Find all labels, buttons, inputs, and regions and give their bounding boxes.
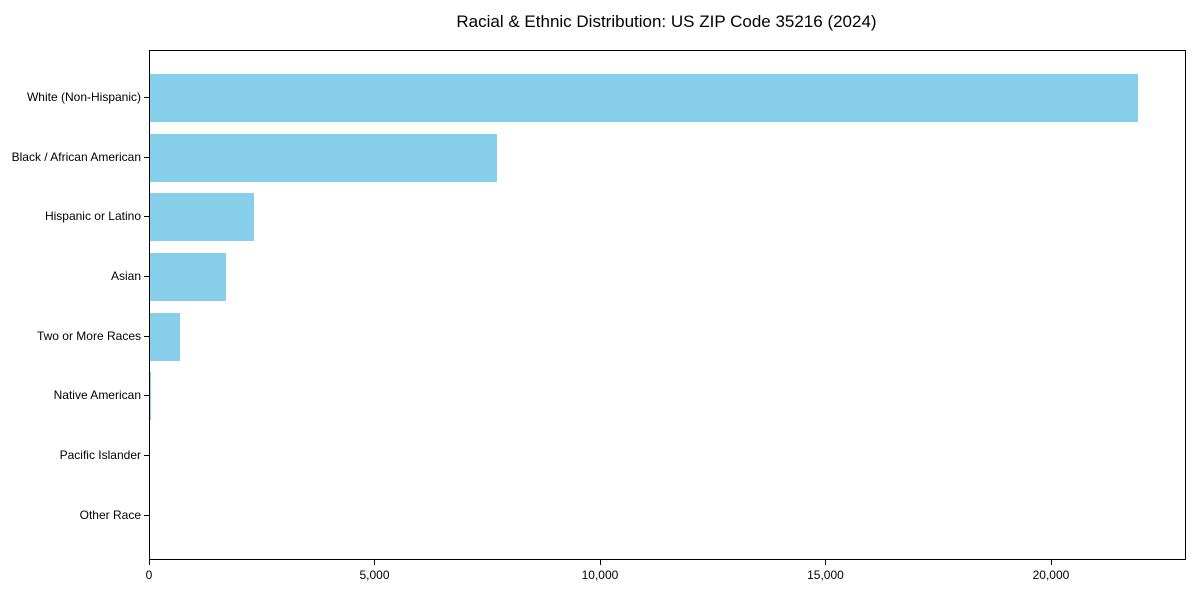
x-axis-tick-label: 20,000	[1032, 568, 1070, 582]
y-axis-label: Hispanic or Latino	[44, 209, 141, 224]
bar	[150, 193, 254, 242]
bar	[150, 372, 152, 421]
y-axis-label: Pacific Islander	[59, 448, 141, 463]
y-axis-tick	[144, 514, 149, 516]
y-axis-label: Other Race	[79, 507, 141, 522]
y-axis-tick	[144, 335, 149, 337]
plot-area	[149, 50, 1186, 560]
y-axis-label: White (Non-Hispanic)	[26, 90, 141, 104]
y-axis-tick	[144, 276, 149, 277]
y-axis-tick	[144, 216, 149, 218]
bar	[150, 312, 181, 361]
y-axis-label: Asian	[110, 269, 141, 283]
y-axis-tick	[144, 97, 149, 98]
chart-title: Racial & Ethnic Distribution: US ZIP Cod…	[456, 12, 877, 31]
y-axis-tick	[144, 395, 149, 397]
x-axis-tick-label: 0	[145, 568, 153, 582]
x-axis-tick	[1050, 560, 1052, 565]
x-axis-tick-label: 15,000	[807, 568, 844, 582]
x-axis-tick	[599, 560, 601, 565]
bar	[150, 133, 498, 182]
y-axis-tick	[144, 156, 149, 158]
x-axis-tick	[149, 560, 150, 565]
x-axis-tick	[825, 560, 827, 565]
y-axis-label: Two or More Races	[36, 328, 141, 343]
x-axis-tick	[374, 560, 376, 565]
y-axis-tick	[144, 455, 149, 457]
y-axis-label: Black / African American	[11, 149, 141, 164]
y-axis-label: Native American	[53, 388, 141, 403]
bar	[150, 74, 1138, 122]
x-axis-tick-label: 5,000	[359, 568, 390, 582]
bar	[150, 253, 226, 301]
x-axis-tick-label: 10,000	[581, 568, 619, 582]
